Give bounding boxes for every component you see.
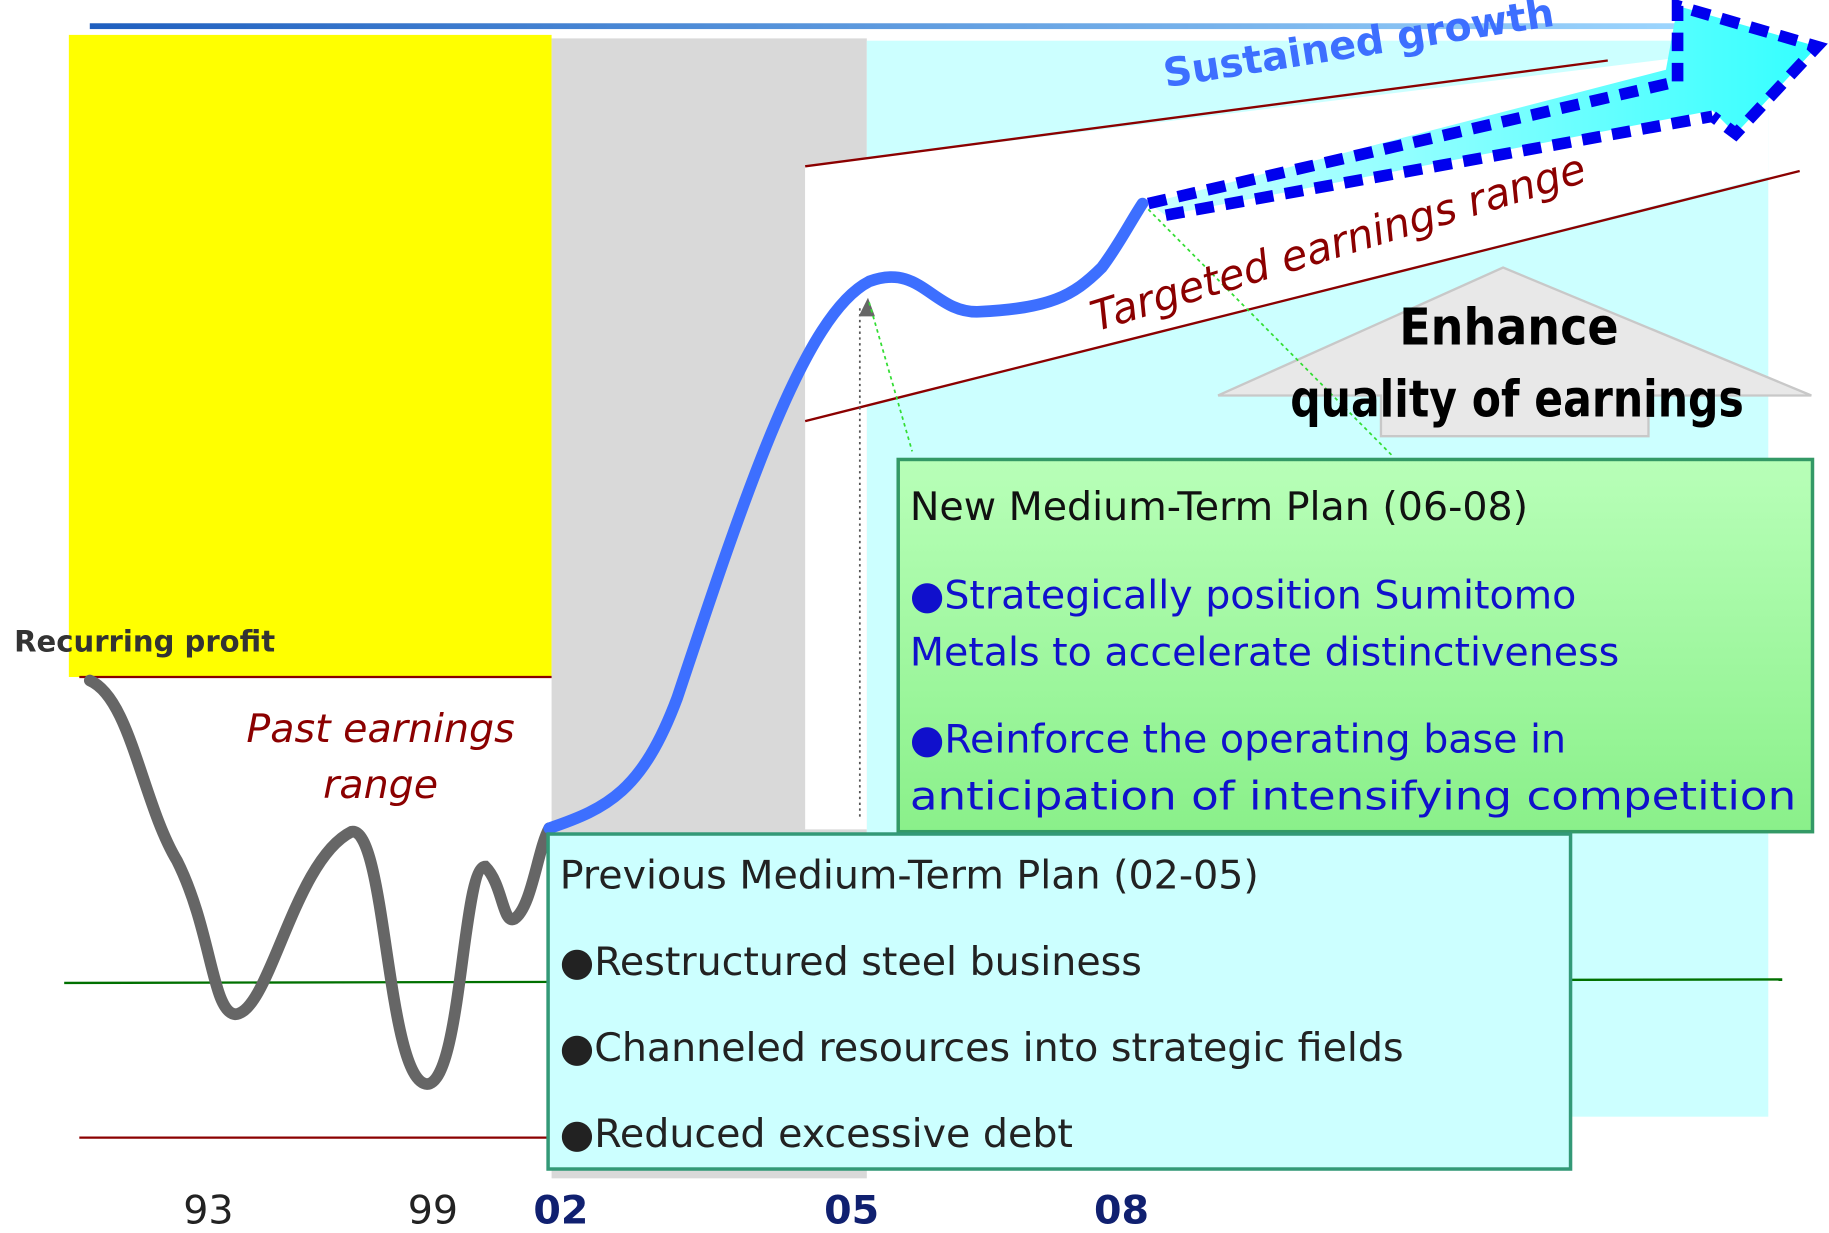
previous-plan-bullet: ●Reduced excessive debt — [560, 1111, 1073, 1157]
enhance-label: quality of earnings — [1290, 369, 1744, 429]
pointer — [868, 302, 914, 452]
axis-label: Recurring profit — [14, 624, 275, 658]
past-zone — [68, 34, 552, 677]
new-plan-title: New Medium-Term Plan (06-08) — [910, 484, 1528, 530]
new-plan-bullet: ●Strategically position Sumitomo — [910, 572, 1577, 618]
guide-arrowhead — [858, 297, 875, 317]
year-label: 05 — [824, 1188, 879, 1233]
enhance-label: Enhance — [1399, 297, 1618, 357]
new-plan-box — [896, 457, 1815, 834]
enhance-arrow — [1217, 266, 1812, 438]
top-rule — [89, 23, 1719, 30]
pointer — [1147, 208, 1394, 457]
previous-plan-box — [546, 832, 1573, 1171]
past-range-label: Past earnings — [246, 706, 514, 752]
year-label: 08 — [1094, 1188, 1149, 1233]
growth-arrow-outline — [1146, 0, 1828, 221]
growth-arrow — [1148, 5, 1818, 216]
previous-plan-bullet: ●Restructured steel business — [560, 939, 1142, 985]
new-plan-bullet: anticipation of intensifying competition — [910, 774, 1796, 820]
new-plan-bullet: Metals to accelerate distinctiveness — [910, 629, 1619, 675]
year-label: 02 — [533, 1188, 588, 1233]
year-label: 99 — [408, 1188, 458, 1233]
year-label: 93 — [183, 1188, 233, 1233]
target-band-left — [805, 166, 867, 830]
band-top — [805, 59, 1608, 168]
past-range-label: range — [323, 762, 438, 808]
new-plan-bullet: ●Reinforce the operating base in — [910, 717, 1566, 763]
plan-curve — [543, 197, 1149, 835]
previous-plan-bullet: ●Channeled resources into strategic fiel… — [560, 1025, 1404, 1071]
previous-plan-title: Previous Medium-Term Plan (02-05) — [560, 853, 1259, 899]
past-curve — [83, 674, 556, 1090]
band-bottom — [804, 169, 1800, 423]
